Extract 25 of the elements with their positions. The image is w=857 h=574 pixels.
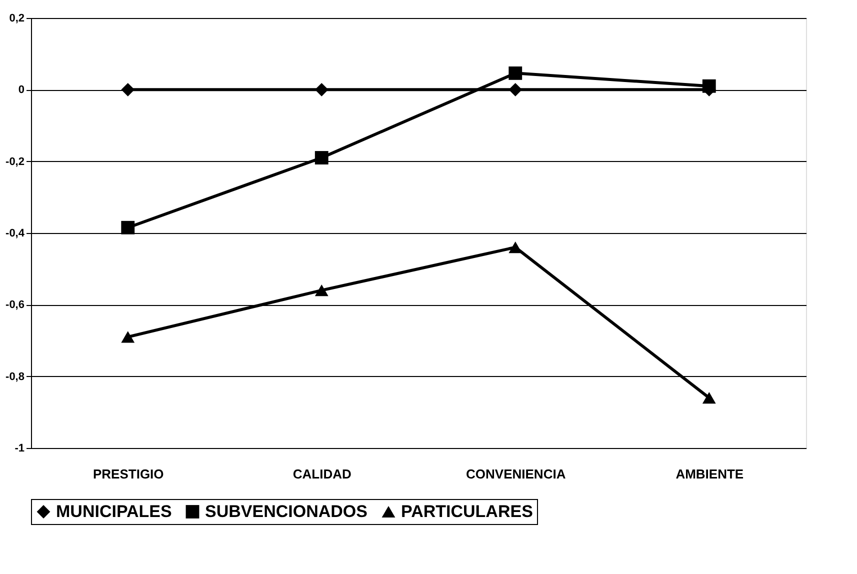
legend-label: SUBVENCIONADOS	[205, 502, 368, 521]
y-tick-label: -0,4	[6, 228, 26, 240]
x-tick-label: CALIDAD	[292, 466, 352, 482]
point	[314, 284, 328, 296]
legend-label: PARTICULARES	[401, 502, 533, 521]
y-tick-label: -0,6	[6, 299, 24, 312]
point	[702, 392, 716, 404]
point	[121, 82, 135, 96]
x-tick-label: CONVENIENCIA	[466, 466, 566, 482]
y-tick-label: -1	[14, 442, 24, 454]
point	[702, 79, 716, 93]
point	[121, 331, 135, 343]
x-tick-label: PRESTIGIO	[92, 466, 164, 482]
point	[314, 82, 328, 96]
x-tick-label: AMBIENTE	[676, 466, 744, 482]
point	[121, 220, 135, 234]
y-tick-label: -0,2	[6, 156, 24, 168]
y-tick-label: -0,8	[6, 370, 24, 383]
y-tick-label: 0,2	[9, 12, 24, 24]
legend-label: MUNICIPALES	[56, 502, 172, 521]
y-tick-label: 0	[18, 84, 24, 96]
point	[508, 82, 522, 96]
point	[508, 66, 522, 80]
point	[508, 242, 522, 254]
point	[314, 151, 328, 164]
